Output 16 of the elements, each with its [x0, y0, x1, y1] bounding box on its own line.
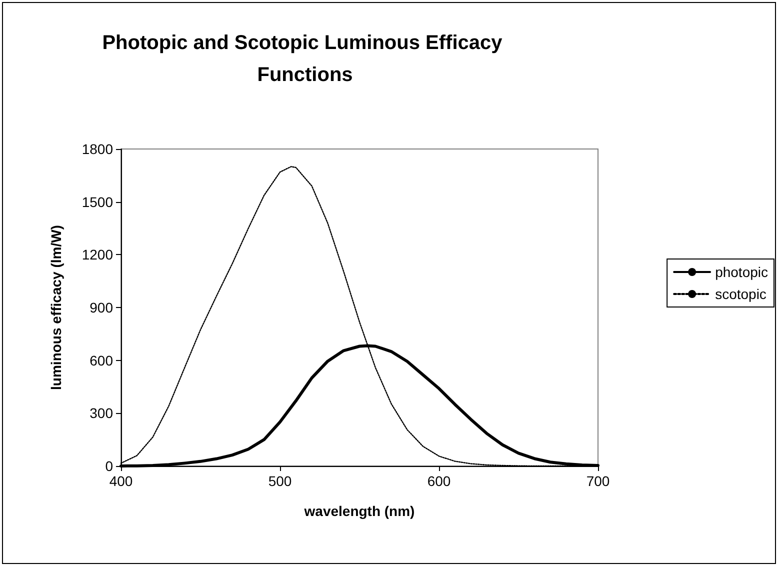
y-tick-label: 1800 — [82, 141, 114, 157]
chart-title: Photopic and Scotopic Luminous Efficacy Functions — [102, 32, 508, 86]
legend-label: photopic — [715, 264, 768, 280]
x-tick-label: 600 — [427, 473, 451, 489]
legend-label: scotopic — [715, 286, 766, 302]
x-tick-label: 500 — [268, 473, 292, 489]
y-tick-label: 1500 — [82, 194, 114, 210]
y-tick-label: 300 — [90, 405, 114, 422]
x-tick-label: 700 — [586, 473, 610, 489]
x-tick-label: 400 — [109, 473, 133, 489]
x-axis-title: wavelength (nm) — [303, 503, 415, 519]
y-tick-label: 0 — [105, 458, 114, 474]
y-tick-label: 1200 — [82, 246, 114, 263]
y-tick-label: 600 — [90, 352, 114, 368]
y-axis-title: luminous efficacy (lm/W) — [48, 225, 64, 390]
y-tick-label: 900 — [90, 300, 114, 316]
